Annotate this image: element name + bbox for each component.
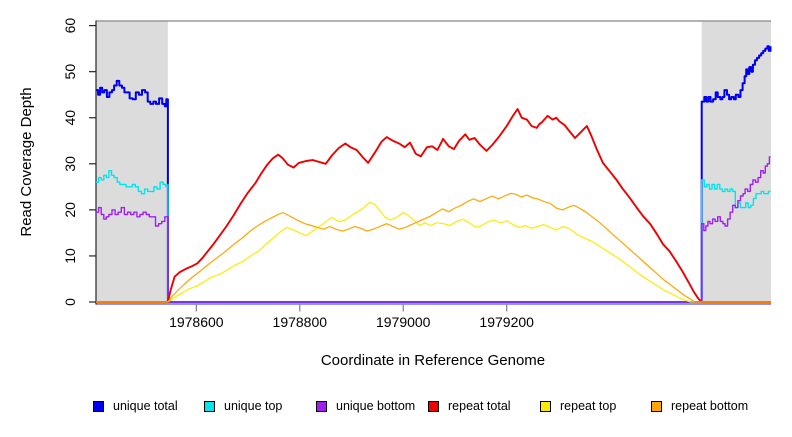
legend-label: unique total (113, 399, 178, 413)
legend-item-unique-total: unique total (93, 398, 178, 414)
legend-item-repeat-bottom: repeat bottom (651, 398, 748, 414)
series-line-repeat-total (96, 108, 771, 303)
legend-swatch-unique-top (204, 400, 215, 412)
series-line-unique-bottom (96, 156, 771, 303)
legend-label: repeat top (560, 399, 617, 413)
y-tick-label: 60 (62, 18, 78, 34)
legend-item-repeat-top: repeat top (540, 398, 616, 414)
legend-label: repeat total (448, 399, 511, 413)
legend-item-unique-top: unique top (204, 398, 282, 414)
legend-swatch-unique-total (93, 400, 104, 412)
x-tick-label: 1979200 (479, 314, 534, 330)
y-tick-label: 40 (62, 110, 78, 126)
series-line-unique-top (96, 170, 771, 303)
shaded-region (96, 21, 168, 304)
legend-item-repeat-total: repeat total (428, 398, 511, 414)
legend-swatch-repeat-bottom (651, 400, 662, 412)
x-tick-label: 1978600 (169, 314, 224, 330)
y-tick-label: 20 (62, 202, 78, 218)
y-tick-label: 30 (62, 156, 78, 172)
axes: 0 10 20 30 40 50 60 1978600 1978800 1979000 197920… (62, 18, 771, 330)
shaded-region (701, 21, 771, 304)
x-axis-title: Coordinate in Reference Genome (321, 352, 545, 369)
legend-label: repeat bottom (671, 399, 749, 413)
y-axis-title: Read Coverage Depth (18, 87, 35, 236)
legend-label: unique bottom (336, 399, 416, 413)
y-tick-label: 0 (62, 298, 78, 306)
legend-swatch-repeat-top (540, 400, 551, 412)
series-lines (96, 45, 772, 303)
legend-label: unique top (224, 399, 283, 413)
series-line-unique-total (96, 45, 772, 303)
y-tick-label: 10 (62, 248, 78, 264)
legend-swatch-unique-bottom (316, 400, 327, 412)
shaded-regions (96, 21, 771, 304)
series-line-repeat-bottom (96, 192, 771, 303)
series-line-repeat-top (96, 201, 771, 303)
legend: unique total unique top unique bottom re… (0, 398, 792, 418)
x-tick-label: 1978800 (273, 314, 328, 330)
y-tick-label: 50 (62, 64, 78, 80)
legend-item-unique-bottom: unique bottom (316, 398, 415, 414)
x-tick-label: 1979000 (376, 314, 431, 330)
legend-swatch-repeat-total (428, 400, 439, 412)
